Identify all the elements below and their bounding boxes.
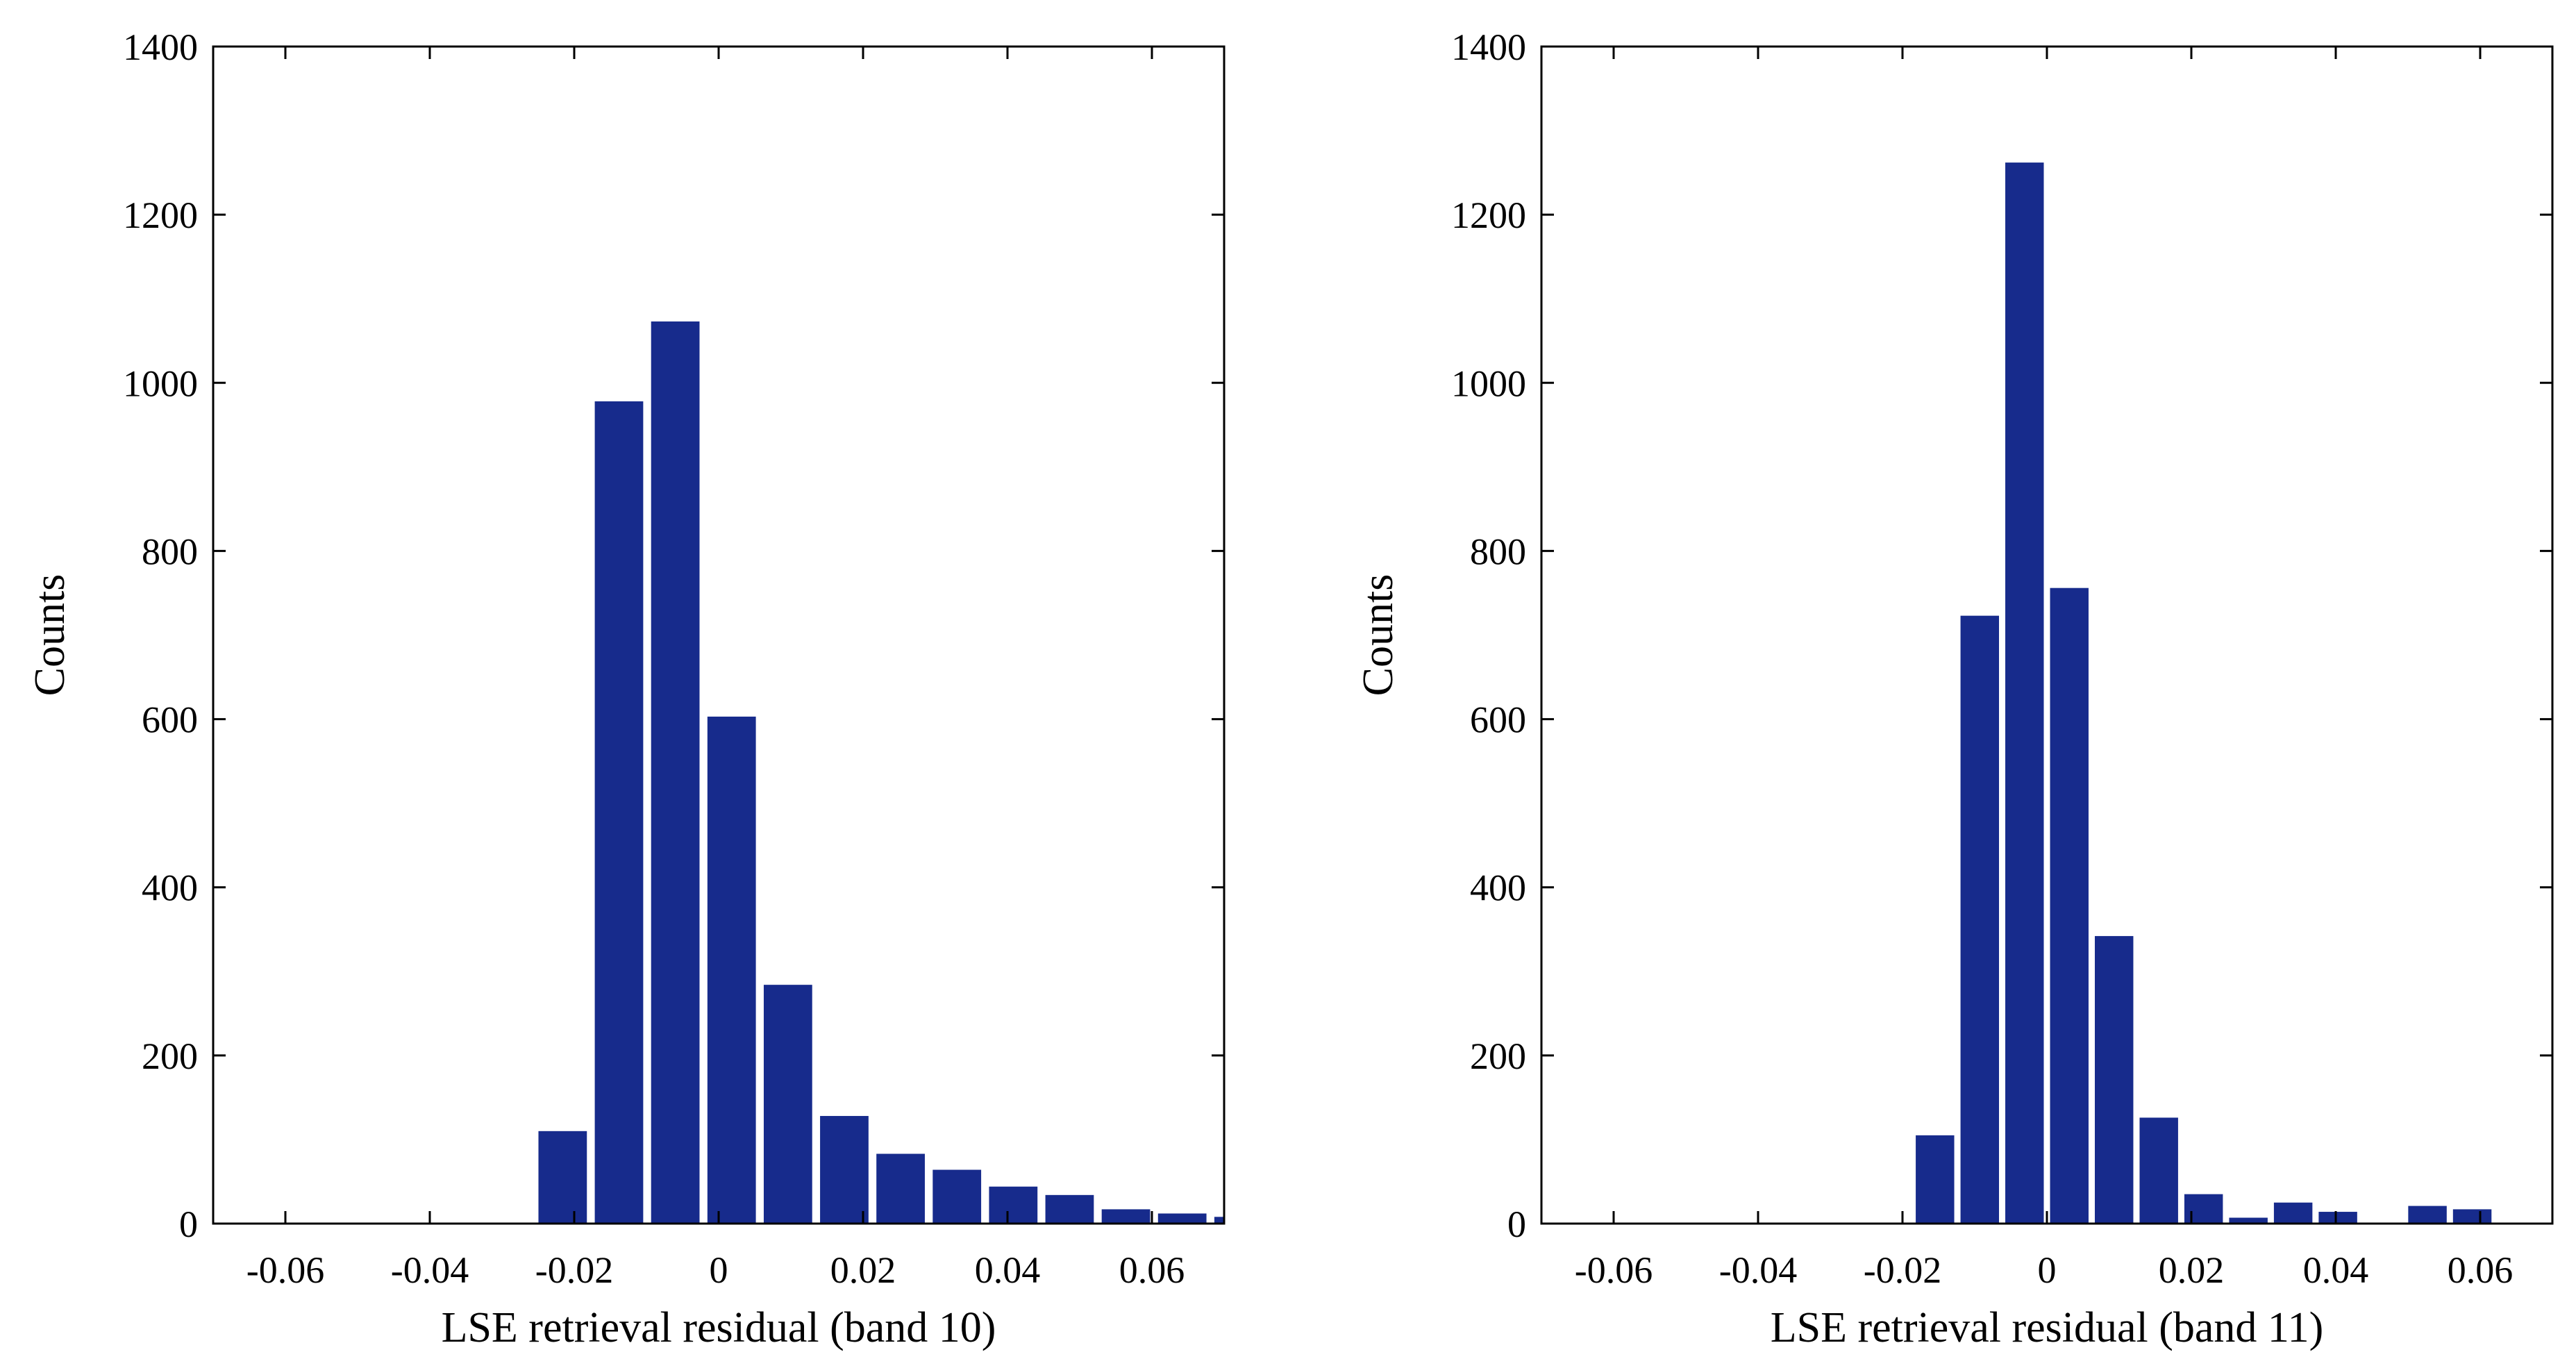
bar	[1157, 1213, 1207, 1224]
bar	[1214, 1217, 1224, 1224]
x-tick-label: 0.02	[830, 1249, 896, 1291]
x-tick-label: 0.04	[2303, 1249, 2369, 1291]
bar	[876, 1153, 925, 1224]
bar	[2094, 935, 2134, 1224]
bars	[1916, 162, 2492, 1224]
x-tick-label: 0	[710, 1249, 728, 1291]
bar	[2318, 1212, 2357, 1224]
bar	[989, 1186, 1038, 1224]
x-tick-label: -0.06	[1575, 1249, 1653, 1291]
bar	[1101, 1209, 1151, 1224]
plot-frame	[1540, 45, 2554, 1225]
y-tick-label: 0	[1507, 1203, 1526, 1245]
y-tick-label: 200	[142, 1035, 198, 1077]
x-axis-label: LSE retrieval residual (band 11)	[1771, 1304, 2324, 1351]
y-axis-label: Counts	[26, 574, 74, 697]
x-tick-label: -0.04	[1719, 1249, 1797, 1291]
x-tick-label: 0.02	[2159, 1249, 2225, 1291]
bar	[2452, 1209, 2492, 1224]
bar	[2229, 1217, 2268, 1224]
y-tick-label: 400	[142, 867, 198, 909]
x-tick-label: 0	[2038, 1249, 2057, 1291]
y-tick-label: 0	[179, 1203, 198, 1245]
y-axis-label: Counts	[1355, 574, 1402, 697]
bar	[594, 401, 644, 1224]
x-tick-label: 0.06	[2448, 1249, 2514, 1291]
bar	[2005, 162, 2044, 1224]
bars	[538, 321, 1224, 1224]
y-tick-label: 200	[1470, 1035, 1526, 1077]
x-tick-label: -0.04	[391, 1249, 469, 1291]
panel-band-11: -0.06 -0.04 -0.02 0 0.02 0.04 0.06 0 200 400 600 80…	[1355, 26, 2554, 1351]
bar	[2050, 587, 2089, 1224]
panel-band-10: -0.06 -0.04 -0.02 0 0.02 0.04 0.06 0 200 400 600 80…	[26, 26, 1226, 1351]
bar	[1960, 615, 2000, 1224]
y-tick-label: 400	[1470, 867, 1526, 909]
y-tick-label: 800	[142, 531, 198, 572]
y-tick-label: 800	[1470, 531, 1526, 572]
x-tick-label: -0.06	[246, 1249, 324, 1291]
bar	[1916, 1135, 1955, 1224]
bar	[1045, 1194, 1094, 1224]
bar	[2139, 1117, 2178, 1224]
bar	[538, 1131, 587, 1224]
y-tick-label: 1200	[1451, 194, 1526, 236]
bar	[932, 1169, 982, 1224]
x-axis-label: LSE retrieval residual (band 10)	[442, 1304, 996, 1351]
y-tick-label: 1200	[123, 194, 198, 236]
bar	[763, 985, 812, 1224]
bar	[2273, 1202, 2313, 1224]
bar	[2408, 1206, 2447, 1224]
y-tick-label: 1400	[123, 26, 198, 68]
y-tick-label: 600	[1470, 699, 1526, 741]
x-tick-label: -0.02	[535, 1249, 613, 1291]
y-tick-label: 600	[142, 699, 198, 741]
x-tick-label: 0.04	[975, 1249, 1041, 1291]
y-tick-label: 1000	[123, 362, 198, 404]
x-tick-label: 0.06	[1119, 1249, 1185, 1291]
x-tick-label: -0.02	[1864, 1249, 1941, 1291]
bar	[651, 321, 700, 1224]
bar	[2184, 1194, 2223, 1224]
y-tick-label: 1000	[1451, 362, 1526, 404]
bar	[820, 1116, 869, 1224]
y-tick-label: 1400	[1451, 26, 1526, 68]
bar	[707, 716, 756, 1224]
